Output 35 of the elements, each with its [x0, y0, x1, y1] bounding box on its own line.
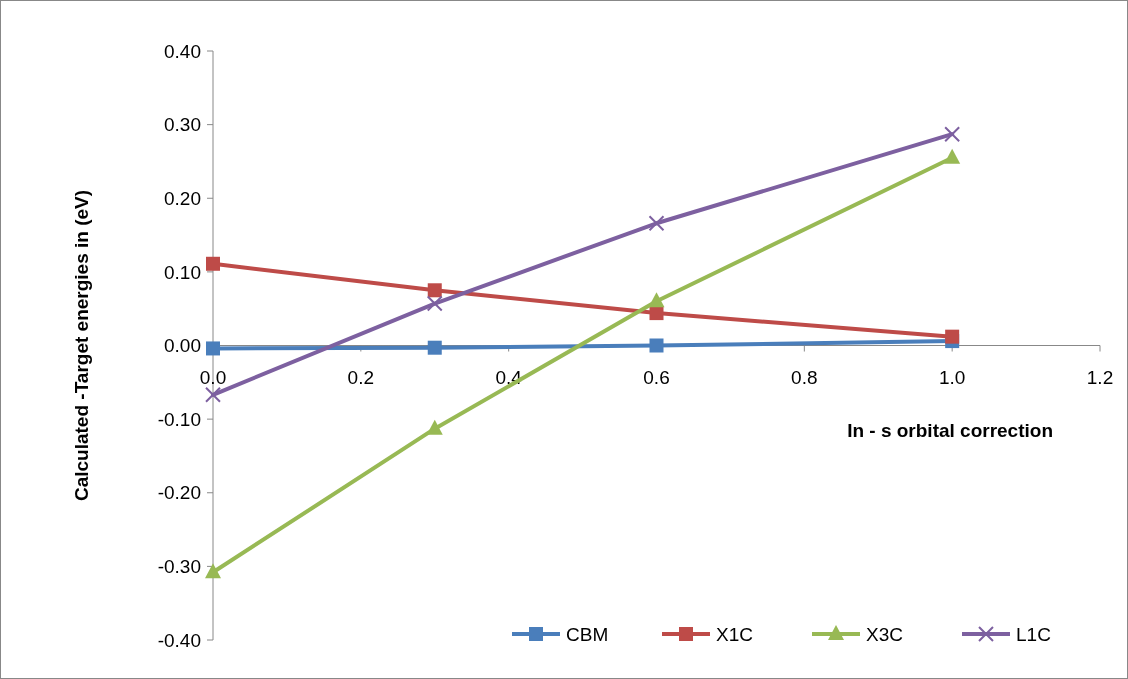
point: [426, 419, 443, 435]
point: [205, 386, 221, 403]
point: [427, 340, 442, 355]
y-tick-label: -0.30: [157, 556, 201, 578]
legend-label: L1C: [1016, 623, 1051, 645]
x-axis-title: In - s orbital correction: [847, 420, 1053, 441]
y-tick-label: 0.00: [164, 335, 201, 357]
point: [945, 329, 960, 344]
point: [649, 306, 664, 321]
point: [205, 563, 221, 579]
y-tick-label: 0.10: [164, 261, 201, 283]
y-tick-label: -0.20: [157, 482, 201, 504]
x-tick-label: 1.0: [938, 366, 966, 388]
legend-label: X3C: [866, 623, 903, 645]
point: [206, 256, 220, 271]
y-tick-label: -0.40: [157, 629, 201, 651]
point: [206, 341, 220, 356]
y-tick-label: 0.20: [164, 187, 201, 209]
point: [427, 283, 442, 298]
point: [648, 215, 665, 232]
x-tick-label: 0.2: [347, 366, 375, 388]
y-tick-label: -0.10: [157, 408, 201, 430]
point: [648, 292, 665, 308]
x-tick-label: 0.8: [791, 366, 818, 388]
x-tick-label: 0.0: [199, 366, 227, 388]
point: [426, 295, 443, 312]
y-tick-label: 0.30: [164, 114, 201, 136]
point: [944, 126, 961, 143]
legend-label: CBM: [566, 623, 609, 645]
legend-label: X1C: [716, 623, 753, 645]
y-axis-title: Calculated -Target energies in (eV): [71, 189, 92, 502]
y-tick-label: 0.40: [164, 40, 201, 62]
point: [649, 338, 664, 353]
x-tick-label: 1.2: [1086, 366, 1114, 388]
x-tick-label: 0.6: [643, 366, 670, 388]
